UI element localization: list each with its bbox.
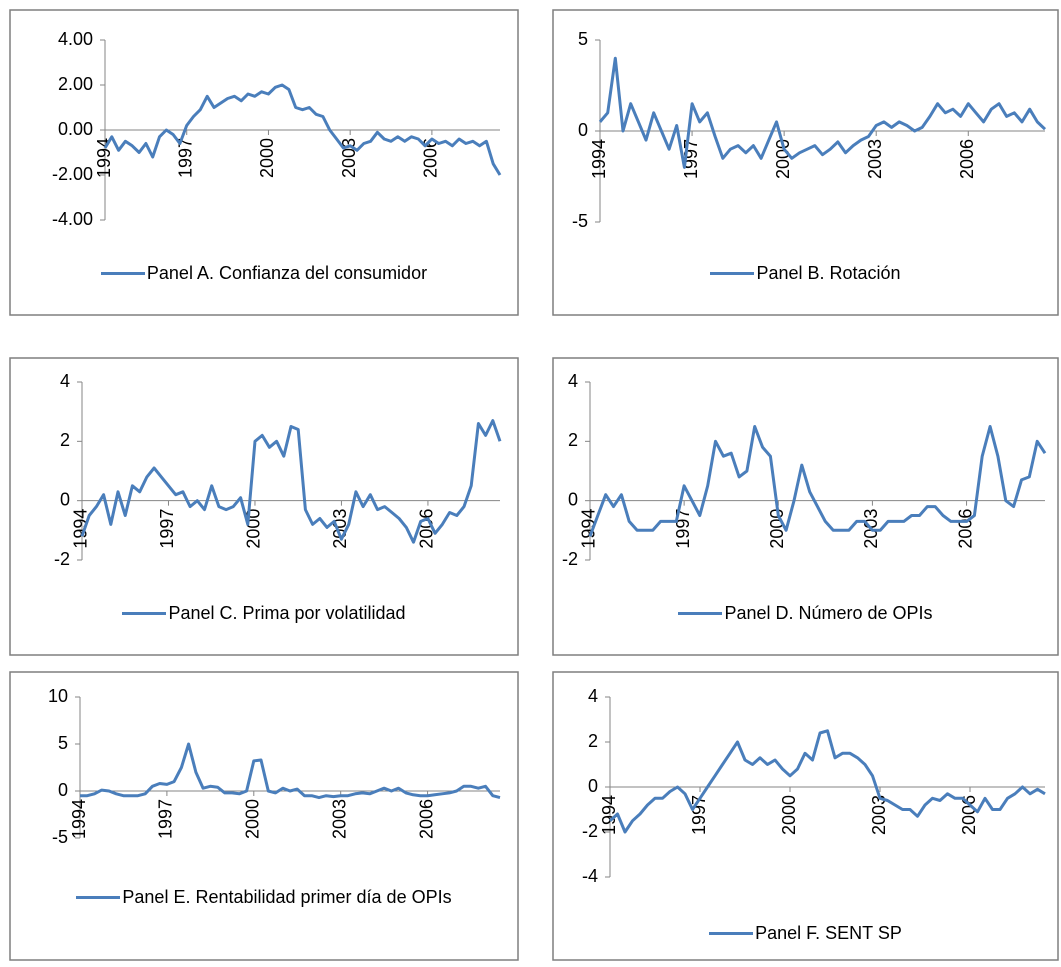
x-tick-label: 1997 [673,509,693,549]
legend-label: Panel E. Rentabilidad primer día de OPIs [122,887,452,907]
legend-label: Panel C. Prima por volatilidad [168,603,406,623]
y-tick-label: -5 [572,211,588,231]
y-tick-label: 4.00 [58,29,93,49]
y-tick-label: 0 [58,780,68,800]
y-tick-label: 0 [60,489,70,509]
x-tick-label: 2000 [773,139,793,179]
y-tick-label: -2 [582,821,598,841]
legend-label: Panel B. Rotación [756,263,901,283]
legend: Panel B. Rotación [553,257,1058,289]
y-tick-label: 0 [568,489,578,509]
x-tick-label: 1997 [175,138,195,178]
y-tick-label: 0.00 [58,119,93,139]
legend-swatch [76,896,121,899]
x-tick-label: 2003 [869,795,889,835]
x-tick-label: 2003 [329,799,349,839]
legend-label: Panel F. SENT SP [755,923,902,943]
y-tick-label: -2 [54,549,70,569]
y-tick-label: 2.00 [58,74,93,94]
legend-swatch [122,612,167,615]
legend-swatch [710,272,755,275]
y-tick-label: 5 [58,733,68,753]
x-tick-label: 2000 [257,138,277,178]
legend: Panel D. Número de OPIs [553,597,1058,629]
x-tick-label: 2006 [959,795,979,835]
panel-border [552,357,1059,656]
series-line [103,83,502,176]
series-line [608,729,1046,834]
x-tick-label: 2006 [957,139,977,179]
panel-border [552,9,1059,316]
y-tick-label: 4 [60,371,70,391]
y-tick-label: -2.00 [52,164,93,184]
legend-label: Panel A. Confianza del consumidor [146,263,428,283]
series-line [80,742,501,800]
legend: Panel A. Confianza del consumidor [10,257,518,289]
x-tick-label: 1994 [599,795,619,835]
legend-swatch [678,612,723,615]
panel-border [552,671,1059,961]
x-tick-label: 1997 [156,799,176,839]
x-tick-label: 2006 [421,138,441,178]
y-tick-label: 4 [588,686,598,706]
series-line [588,425,1047,537]
y-tick-label: -4 [582,866,598,886]
legend: Panel F. SENT SP [553,917,1058,949]
y-tick-label: 5 [578,29,588,49]
legend: Panel C. Prima por volatilidad [10,597,518,629]
y-tick-label: 2 [568,430,578,450]
y-tick-label: 0 [578,120,588,140]
y-tick-label: -2 [562,549,578,569]
x-tick-label: 2003 [330,509,350,549]
x-tick-label: 1994 [71,509,91,549]
y-tick-label: -4.00 [52,209,93,229]
panel-border [9,9,519,316]
y-tick-label: -5 [52,827,68,847]
legend-swatch [709,932,754,935]
x-tick-label: 2006 [417,509,437,549]
x-tick-label: 2000 [243,799,263,839]
y-tick-label: 0 [588,776,598,796]
y-tick-label: 2 [60,430,70,450]
x-tick-label: 1994 [579,509,599,549]
legend-swatch [100,272,145,275]
x-tick-label: 2006 [416,799,436,839]
x-tick-label: 2006 [955,509,975,549]
x-tick-label: 1994 [94,138,114,178]
y-tick-label: 2 [588,731,598,751]
x-tick-label: 1994 [589,139,609,179]
series-line [598,56,1047,169]
x-tick-label: 2003 [865,139,885,179]
legend-label: Panel D. Número de OPIs [724,603,933,623]
legend: Panel E. Rentabilidad primer día de OPIs [10,881,518,913]
panel-border [9,357,519,656]
x-tick-label: 2000 [779,795,799,835]
panel-border [9,671,519,961]
x-tick-label: 1994 [69,799,89,839]
x-tick-label: 2000 [767,509,787,549]
y-tick-label: 4 [568,371,578,391]
x-tick-label: 1997 [157,509,177,549]
y-tick-label: 10 [48,686,68,706]
series-line [80,419,502,544]
